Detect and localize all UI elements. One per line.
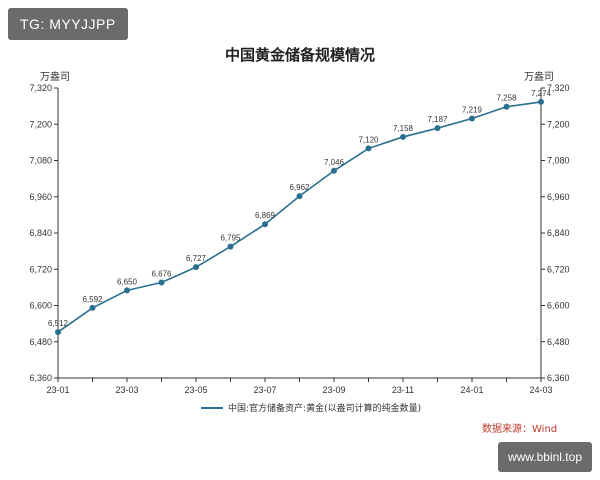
data-label: 6,512 — [48, 319, 69, 328]
y-tick-label-right: 7,080 — [547, 156, 570, 166]
data-point — [503, 103, 510, 110]
watermark-top-left: TG: MYYJJPP — [8, 8, 128, 40]
data-point — [124, 287, 130, 294]
data-label: 7,219 — [462, 106, 483, 115]
data-label: 6,676 — [151, 270, 172, 279]
data-label: 6,650 — [117, 277, 138, 286]
y-tick-label-left: 7,320 — [29, 83, 52, 93]
data-point — [365, 145, 372, 152]
x-tick-label: 23-03 — [115, 385, 138, 395]
data-label: 7,274 — [531, 89, 552, 98]
data-label: 7,120 — [358, 135, 379, 144]
legend-label: 中国:官方储备资产:黄金(以盎司计算的纯金数量) — [228, 402, 421, 414]
x-tick-label: 23-01 — [46, 385, 69, 395]
data-label: 7,158 — [393, 124, 414, 133]
chart-title: 中国黄金储备规模情况 — [224, 46, 375, 64]
y-tick-label-left: 7,200 — [29, 119, 52, 129]
y-axis-unit-left: 万盎司 — [40, 72, 70, 83]
data-point — [296, 193, 303, 200]
y-tick-label-right: 7,200 — [547, 119, 570, 129]
x-tick-label: 23-07 — [253, 385, 276, 395]
data-label: 6,727 — [186, 254, 207, 263]
data-label: 6,962 — [289, 183, 310, 192]
y-tick-label-right: 6,960 — [547, 192, 570, 202]
y-tick-label-left: 6,720 — [29, 264, 52, 274]
y-tick-label-left: 6,360 — [29, 373, 52, 383]
y-tick-label-left: 7,080 — [29, 156, 52, 166]
y-tick-label-right: 6,600 — [547, 301, 570, 311]
data-point — [158, 279, 165, 286]
x-tick-label: 24-03 — [529, 385, 552, 395]
y-tick-label-right: 6,720 — [547, 264, 570, 274]
data-point — [89, 304, 96, 311]
series-line — [57, 101, 542, 333]
data-point — [193, 264, 199, 271]
y-tick-label-right: 7,320 — [547, 83, 570, 93]
x-tick-label: 23-11 — [392, 385, 414, 395]
x-tick-label: 23-05 — [184, 385, 207, 395]
data-label: 6,869 — [255, 211, 276, 220]
data-point — [469, 115, 475, 122]
data-point — [227, 243, 234, 250]
y-tick-label-right: 6,480 — [547, 337, 570, 347]
data-label: 6,795 — [220, 234, 241, 243]
y-tick-label-left: 6,600 — [29, 301, 52, 311]
data-point — [538, 98, 544, 105]
data-source-note: 数据来源：Wind — [482, 424, 558, 435]
x-tick-label: 24-01 — [460, 385, 483, 395]
y-tick-label-right: 6,360 — [547, 373, 570, 383]
y-tick-label-left: 6,840 — [29, 228, 52, 238]
y-tick-label-left: 6,480 — [29, 337, 52, 347]
data-point — [434, 125, 441, 132]
y-axis-unit-right: 万盎司 — [524, 72, 554, 83]
x-tick-label: 23-09 — [322, 385, 345, 395]
watermark-bottom-right: www.bbinl.top — [497, 442, 592, 472]
data-point — [262, 221, 268, 228]
data-label: 7,258 — [496, 94, 517, 103]
data-point — [55, 329, 61, 336]
data-label: 7,187 — [427, 115, 448, 124]
y-tick-label-right: 6,840 — [547, 228, 570, 238]
data-label: 7,046 — [324, 158, 345, 167]
data-label: 6,592 — [82, 295, 103, 304]
data-point — [331, 167, 337, 174]
y-tick-label-left: 6,960 — [29, 192, 52, 202]
data-point — [400, 133, 406, 140]
